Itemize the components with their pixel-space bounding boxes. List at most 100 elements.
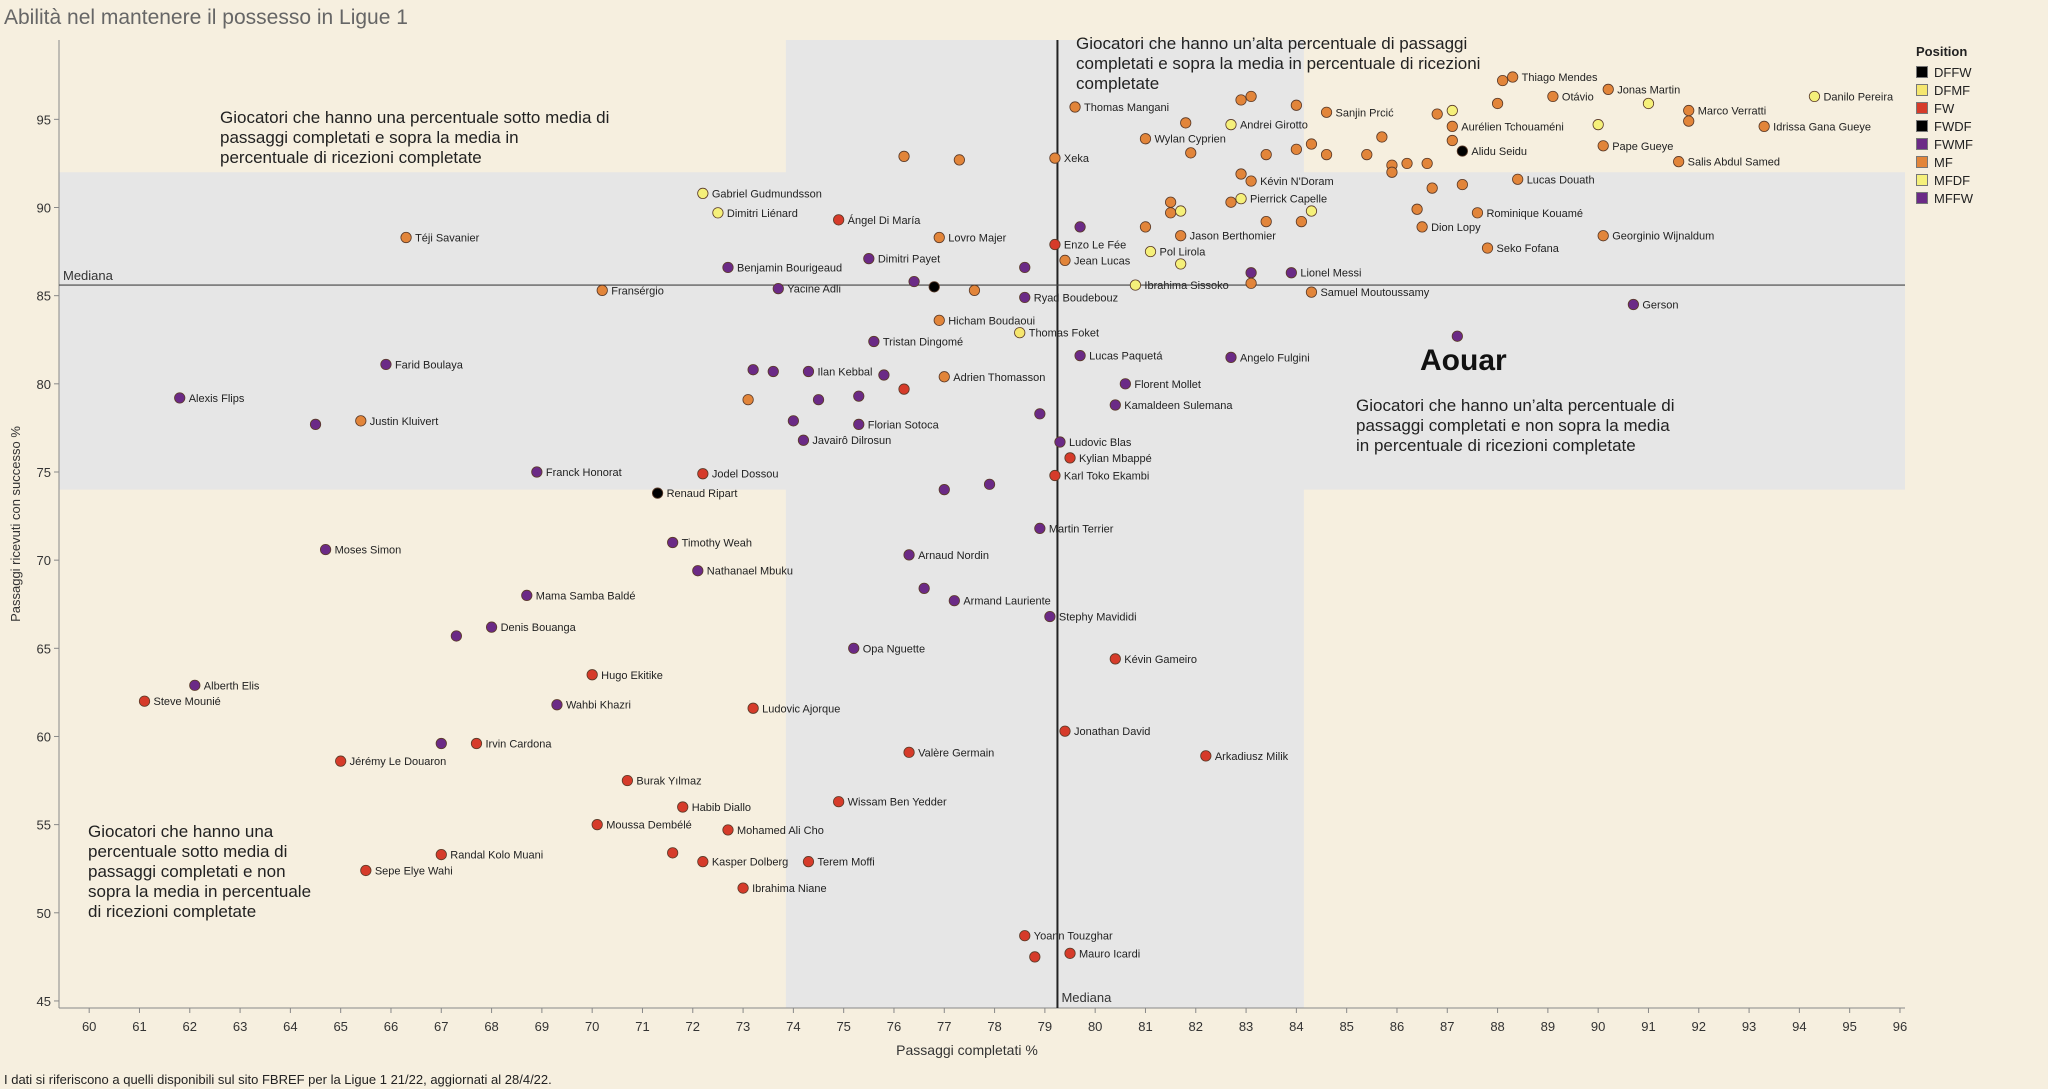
data-point (1446, 134, 1458, 147)
data-point (833, 796, 845, 808)
data-point (878, 369, 890, 381)
point-label: Thiago Mendes (1522, 72, 1598, 84)
y-axis-label: Passaggi ricevuti con successo % (8, 426, 23, 622)
point-label: Hicham Boudaoui (948, 315, 1035, 327)
data-point (1225, 119, 1237, 131)
quadrant-note-bottom-left: Giocatori che hanno una percentuale sott… (88, 822, 312, 921)
data-point (450, 630, 462, 642)
data-point (1547, 90, 1559, 103)
data-point (722, 824, 734, 836)
data-point (1245, 175, 1257, 187)
point-label: Farid Boulaya (395, 359, 464, 371)
data-point (928, 281, 940, 293)
point-label: Ángel Di María (848, 214, 922, 227)
y-tick-label: 60 (37, 729, 51, 744)
legend-item: MF (1916, 153, 1973, 171)
point-label: Yoann Touzghar (1034, 931, 1113, 943)
x-axis-label: Passaggi completati % (896, 1042, 1038, 1058)
point-label: Franck Honorat (546, 467, 622, 479)
data-point (968, 284, 981, 296)
data-point (1059, 725, 1071, 737)
data-point (667, 847, 679, 859)
data-point (1049, 152, 1061, 164)
quadrant-note-bottom-right: Giocatori che hanno un’alta percentuale … (1356, 396, 1675, 455)
data-point (692, 565, 704, 577)
point-label: Xeka (1064, 153, 1090, 165)
legend-item: DFFW (1916, 63, 1973, 81)
data-point (1129, 279, 1142, 291)
y-tick-label: 95 (37, 112, 51, 127)
point-label: Mohamed Ali Cho (737, 825, 824, 837)
data-point (435, 849, 447, 861)
point-label: Steve Mounié (154, 696, 221, 708)
data-point (1808, 90, 1821, 103)
data-point (1109, 399, 1121, 411)
point-label: Jérémy Le Douaron (350, 756, 447, 768)
data-point (1044, 610, 1056, 623)
point-label: Arnaud Nordin (918, 550, 989, 562)
data-point (677, 801, 689, 813)
data-point (1456, 145, 1468, 157)
footnote: I dati si riferiscono a quelli disponibi… (4, 1072, 552, 1087)
point-label: Wissam Ben Yedder (848, 797, 947, 809)
horizontal-band (59, 172, 1905, 490)
data-point (1295, 216, 1308, 228)
data-point (853, 418, 865, 430)
y-tick-label: 50 (37, 906, 51, 921)
data-point (309, 418, 322, 430)
data-point (1320, 106, 1333, 118)
point-label: Pierrick Capelle (1250, 194, 1327, 206)
data-point (1361, 149, 1373, 161)
data-point (722, 261, 734, 274)
data-point (903, 549, 915, 561)
x-tick-label: 64 (283, 1019, 297, 1034)
data-point (787, 415, 799, 427)
y-tick-label: 55 (37, 818, 51, 833)
data-point (908, 275, 920, 288)
point-label: Ludovic Blas (1069, 437, 1132, 449)
data-point (1627, 298, 1639, 311)
data-point (435, 737, 447, 750)
x-tick-label: 68 (484, 1019, 498, 1034)
point-label: Timothy Weah (682, 538, 752, 550)
data-point (1683, 104, 1695, 117)
data-point (1320, 149, 1333, 161)
data-point (1225, 351, 1237, 363)
point-label: Sepe Elye Wahi (375, 865, 453, 877)
data-point (621, 774, 633, 787)
data-point (1245, 90, 1257, 103)
data-point (1446, 120, 1458, 132)
point-label: Dimitri Payet (878, 254, 940, 266)
point-label: Stephy Mavididi (1059, 612, 1137, 624)
legend-item: DFMF (1916, 81, 1973, 99)
data-point (953, 154, 965, 166)
data-point (983, 478, 996, 490)
point-label: Randal Kolo Muani (450, 850, 543, 862)
point-label: Thomas Foket (1029, 328, 1099, 340)
data-point (1235, 94, 1247, 106)
point-label: Armand Lauriente (963, 596, 1050, 608)
data-point (1049, 469, 1061, 482)
data-point (485, 621, 498, 633)
legend-item: FWMF (1916, 135, 1973, 153)
data-point (1512, 173, 1524, 185)
point-label: Jodel Dossou (712, 469, 779, 481)
data-point (802, 365, 815, 378)
point-label: Terem Moffi (817, 857, 874, 869)
data-point (1235, 168, 1247, 180)
data-point (1054, 436, 1066, 448)
data-point (1165, 196, 1177, 208)
data-point (1245, 267, 1257, 279)
data-point (174, 392, 186, 404)
data-point (1290, 143, 1302, 155)
y-tick-label: 65 (37, 641, 51, 656)
point-label: Hugo Ekitike (601, 670, 663, 682)
legend-item: FW (1916, 99, 1973, 117)
point-label: Jonathan David (1074, 726, 1150, 738)
point-label: Mauro Icardi (1079, 948, 1140, 960)
legend-item: MFFW (1916, 189, 1973, 207)
data-point (1019, 930, 1031, 942)
data-point (948, 595, 960, 607)
data-point (697, 187, 709, 199)
data-point (697, 468, 709, 480)
